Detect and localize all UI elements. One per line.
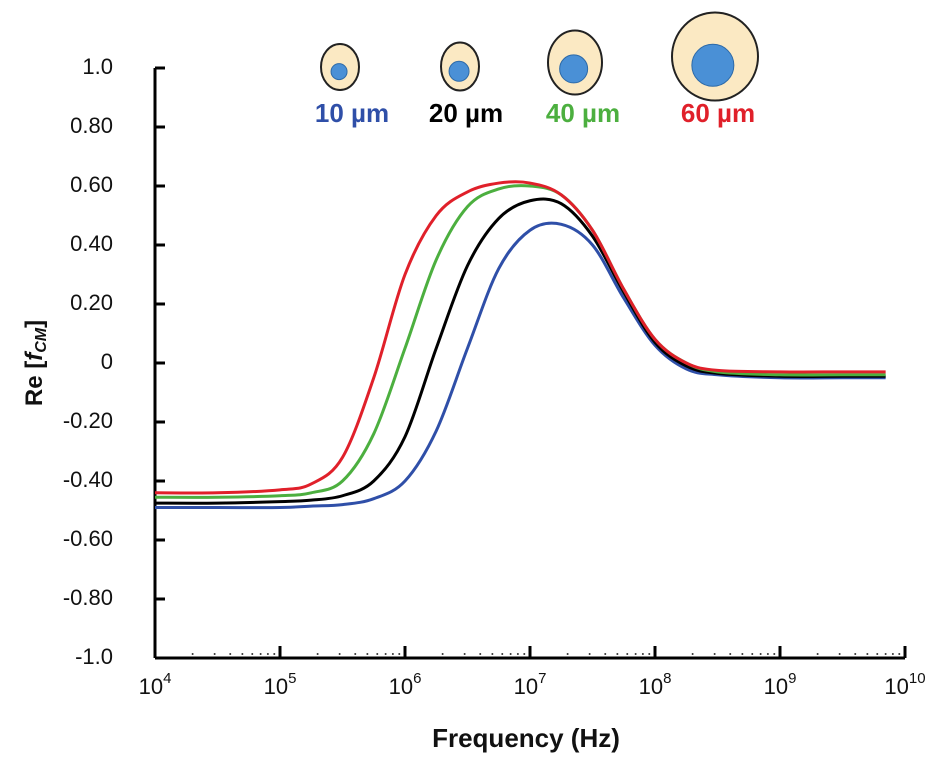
minor-tick-dot — [213, 653, 216, 655]
minor-tick-dot — [759, 653, 762, 655]
minor-tick-dot — [616, 653, 619, 655]
x-tick-base: 10 — [264, 674, 288, 699]
minor-tick-dot — [398, 653, 401, 655]
x-tick-exponent: 4 — [163, 670, 171, 687]
minor-tick-dot — [479, 653, 482, 655]
x-tick-label: 107 — [514, 670, 547, 699]
minor-tick-dot — [741, 653, 744, 655]
x-axis-label: Frequency (Hz) — [432, 723, 620, 753]
y-tick-label: 0.60 — [70, 172, 113, 197]
minor-tick-dot — [626, 653, 629, 655]
cell-nucleus — [691, 43, 735, 87]
legend-label: 40 µm — [546, 98, 620, 128]
x-tick-exponent: 6 — [413, 670, 421, 687]
x-tick-base: 10 — [139, 674, 163, 699]
minor-tick-dot — [691, 653, 694, 655]
minor-tick-dot — [641, 653, 644, 655]
legend-label: 60 µm — [681, 98, 755, 128]
y-tick-label: -0.60 — [63, 526, 113, 551]
y-tick-label: -1.0 — [75, 644, 113, 669]
x-tick-base: 10 — [764, 674, 788, 699]
y-label-close: ] — [21, 320, 48, 328]
minor-tick-dot — [501, 653, 504, 655]
minor-tick-dot — [441, 653, 444, 655]
minor-tick-dot — [766, 653, 769, 655]
minor-tick-dot — [648, 653, 651, 655]
x-tick-base: 10 — [389, 674, 413, 699]
minor-tick-dot — [876, 653, 879, 655]
x-tick-base: 10 — [514, 674, 538, 699]
minor-tick-dot — [509, 653, 512, 655]
x-tick-label: 108 — [639, 670, 672, 699]
cell-nucleus — [330, 63, 348, 81]
x-tick-exponent: 7 — [538, 670, 546, 687]
x-tick-label: 1010 — [884, 670, 925, 699]
legend-label: 20 µm — [429, 98, 503, 128]
y-tick-label: 0.40 — [70, 231, 113, 256]
minor-tick-dot — [523, 653, 526, 655]
minor-tick-dot — [266, 653, 269, 655]
series-line — [154, 184, 886, 499]
minor-tick-dot — [251, 653, 254, 655]
minor-tick-dot — [354, 653, 357, 655]
minor-tick-dot — [751, 653, 754, 655]
minor-tick-dot — [241, 653, 244, 655]
y-label-italic: f — [21, 351, 48, 361]
y-tick-label: -0.40 — [63, 467, 113, 492]
minor-tick-dot — [866, 653, 869, 655]
x-tick-exponent: 10 — [909, 670, 926, 687]
x-tick-label: 109 — [764, 670, 797, 699]
y-tick-label: -0.80 — [63, 585, 113, 610]
minor-tick-dot — [729, 653, 732, 655]
minor-tick-dot — [516, 653, 519, 655]
minor-tick-dot — [838, 653, 841, 655]
series-line — [154, 221, 886, 510]
minor-tick-dot — [259, 653, 262, 655]
minor-tick-dot — [384, 653, 387, 655]
y-tick-label: 0.20 — [70, 290, 113, 315]
y-tick-label: -0.20 — [63, 408, 113, 433]
series-line — [154, 180, 886, 495]
minor-tick-dot — [884, 653, 887, 655]
minor-tick-dot — [898, 653, 901, 655]
x-tick-exponent: 8 — [663, 670, 671, 687]
legend-label: 10 µm — [315, 98, 389, 128]
x-tick-label: 104 — [139, 670, 172, 699]
x-tick-exponent: 9 — [788, 670, 796, 687]
cell-nucleus — [559, 54, 589, 84]
y-tick-label: 0 — [101, 349, 113, 374]
minor-tick-dot — [316, 653, 319, 655]
minor-tick-dot — [854, 653, 857, 655]
minor-tick-dot — [713, 653, 716, 655]
x-tick-label: 105 — [264, 670, 297, 699]
minor-tick-dot — [338, 653, 341, 655]
y-axis-label: Re [fCM] — [21, 320, 50, 406]
minor-tick-dot — [366, 653, 369, 655]
minor-tick-dot — [463, 653, 466, 655]
series-line — [154, 197, 886, 505]
minor-tick-dot — [588, 653, 591, 655]
y-label-sub: CM — [33, 327, 50, 353]
minor-tick-dot — [229, 653, 232, 655]
minor-tick-dot — [273, 653, 276, 655]
minor-tick-dot — [891, 653, 894, 655]
minor-tick-dot — [391, 653, 394, 655]
minor-tick-dot — [773, 653, 776, 655]
x-tick-label: 106 — [389, 670, 422, 699]
y-tick-label: 0.80 — [70, 113, 113, 138]
x-tick-base: 10 — [884, 674, 908, 699]
minor-tick-dot — [191, 653, 194, 655]
cell-nucleus — [448, 60, 470, 82]
minor-tick-dot — [566, 653, 569, 655]
minor-tick-dot — [634, 653, 637, 655]
minor-tick-dot — [491, 653, 494, 655]
y-tick-label: 1.0 — [82, 54, 113, 79]
minor-tick-dot — [376, 653, 379, 655]
y-label-text: Re [ — [21, 361, 48, 406]
x-tick-exponent: 5 — [288, 670, 296, 687]
x-tick-base: 10 — [639, 674, 663, 699]
minor-tick-dot — [604, 653, 607, 655]
minor-tick-dot — [816, 653, 819, 655]
